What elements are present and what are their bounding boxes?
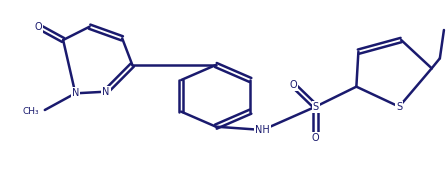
Text: O: O: [35, 22, 43, 32]
Text: S: S: [313, 102, 319, 112]
Text: NH: NH: [255, 125, 270, 135]
Text: CH₃: CH₃: [22, 107, 39, 116]
Text: O: O: [289, 80, 297, 90]
Text: S: S: [396, 102, 402, 112]
Text: N: N: [102, 87, 110, 97]
Text: N: N: [72, 88, 79, 98]
Text: O: O: [312, 133, 319, 143]
